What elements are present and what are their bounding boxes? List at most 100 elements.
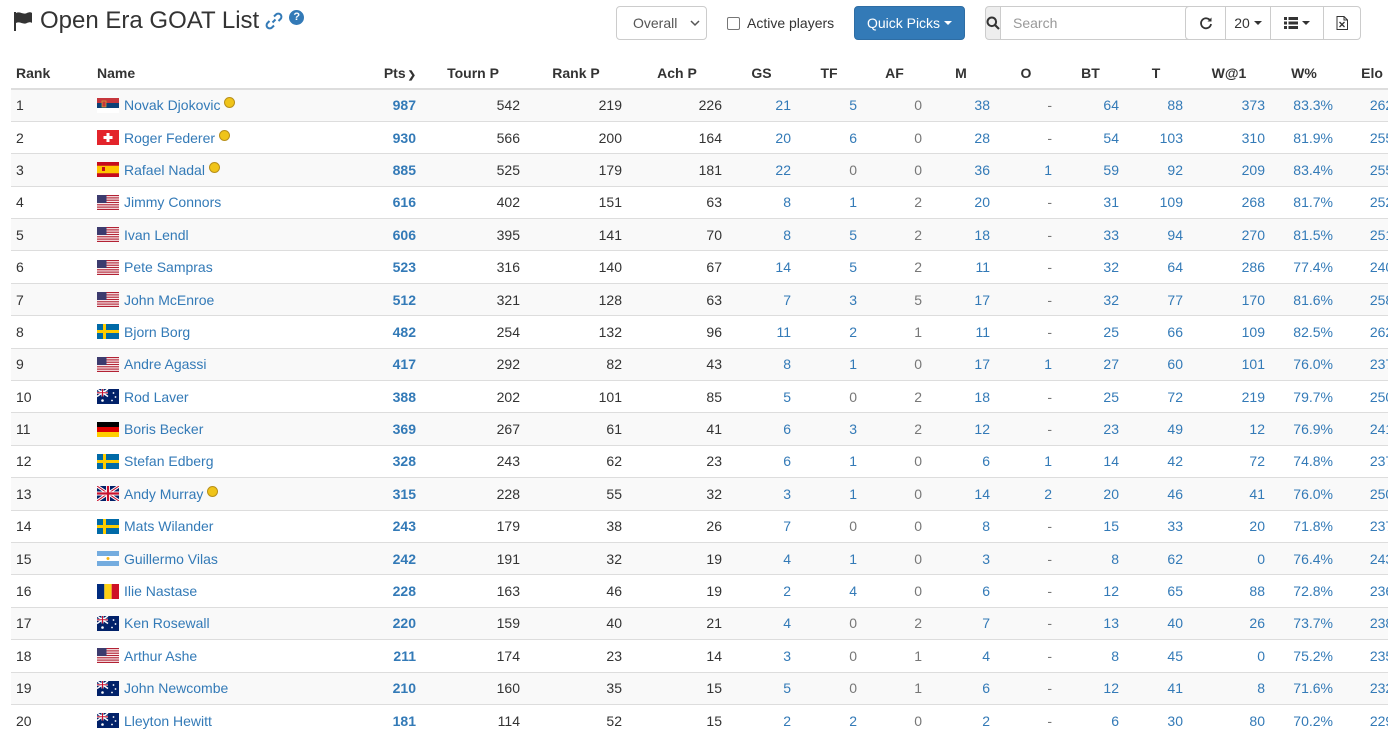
pts-cell[interactable]: 987: [314, 88, 421, 122]
gs-cell[interactable]: 22: [727, 153, 796, 187]
tf-cell[interactable]: 1: [796, 444, 862, 478]
m-cell[interactable]: 8: [927, 509, 995, 543]
win-pct-cell[interactable]: 82.5%: [1270, 315, 1338, 349]
o-cell[interactable]: 1: [995, 347, 1057, 381]
tf-cell[interactable]: 3: [796, 412, 862, 446]
player-name-link[interactable]: Rafael Nadal: [124, 161, 205, 178]
w-at-1-cell[interactable]: 270: [1188, 218, 1270, 251]
win-pct-cell[interactable]: 72.8%: [1270, 574, 1338, 608]
bt-cell[interactable]: 32: [1057, 250, 1124, 284]
tf-cell[interactable]: 5: [796, 218, 862, 251]
w-at-1-cell[interactable]: 109: [1188, 315, 1270, 349]
win-pct-cell[interactable]: 71.6%: [1270, 671, 1338, 705]
elo-cell[interactable]: 2550: [1338, 120, 1388, 154]
gs-cell[interactable]: 2: [727, 703, 796, 737]
m-cell[interactable]: 2: [927, 703, 995, 737]
elo-cell[interactable]: 2552: [1338, 153, 1388, 187]
w-at-1-cell[interactable]: 0: [1188, 541, 1270, 575]
pts-cell[interactable]: 369: [314, 412, 421, 446]
t-cell[interactable]: 45: [1124, 639, 1188, 673]
tf-cell[interactable]: 3: [796, 282, 862, 316]
elo-cell[interactable]: 2354: [1338, 639, 1388, 673]
w-at-1-cell[interactable]: 286: [1188, 250, 1270, 284]
m-cell[interactable]: 7: [927, 606, 995, 640]
tf-cell[interactable]: 1: [796, 347, 862, 381]
elo-cell[interactable]: 2407: [1338, 250, 1388, 284]
active-players-checkbox[interactable]: [727, 16, 740, 30]
t-cell[interactable]: 77: [1124, 282, 1188, 316]
w-at-1-cell[interactable]: 12: [1188, 412, 1270, 446]
t-cell[interactable]: 40: [1124, 606, 1188, 640]
m-cell[interactable]: 18: [927, 218, 995, 251]
gs-cell[interactable]: 3: [727, 639, 796, 673]
gs-cell[interactable]: 4: [727, 541, 796, 575]
bt-cell[interactable]: 64: [1057, 88, 1124, 122]
t-cell[interactable]: 72: [1124, 380, 1188, 413]
column-header-win-pct[interactable]: W%: [1270, 57, 1338, 90]
w-at-1-cell[interactable]: 170: [1188, 282, 1270, 316]
win-pct-cell[interactable]: 76.0%: [1270, 347, 1338, 381]
gs-cell[interactable]: 7: [727, 282, 796, 316]
page-size-dropdown[interactable]: 20: [1225, 6, 1271, 40]
w-at-1-cell[interactable]: 219: [1188, 380, 1270, 413]
m-cell[interactable]: 14: [927, 477, 995, 511]
tf-cell[interactable]: 2: [796, 703, 862, 737]
elo-cell[interactable]: 2500: [1338, 477, 1388, 511]
o-cell[interactable]: 1: [995, 153, 1057, 187]
bt-cell[interactable]: 14: [1057, 444, 1124, 478]
t-cell[interactable]: 88: [1124, 88, 1188, 122]
m-cell[interactable]: 18: [927, 380, 995, 413]
columns-dropdown[interactable]: [1270, 6, 1324, 40]
tf-cell[interactable]: 5: [796, 250, 862, 284]
t-cell[interactable]: 103: [1124, 120, 1188, 154]
bt-cell[interactable]: 25: [1057, 380, 1124, 413]
m-cell[interactable]: 17: [927, 282, 995, 316]
t-cell[interactable]: 49: [1124, 412, 1188, 446]
pts-cell[interactable]: 512: [314, 282, 421, 316]
w-at-1-cell[interactable]: 209: [1188, 153, 1270, 187]
active-players-toggle[interactable]: Active players: [727, 6, 834, 40]
elo-cell[interactable]: 2622: [1338, 315, 1388, 349]
win-pct-cell[interactable]: 83.3%: [1270, 88, 1338, 122]
bt-cell[interactable]: 27: [1057, 347, 1124, 381]
column-header-w-at-1[interactable]: W@1: [1188, 57, 1270, 90]
bt-cell[interactable]: 33: [1057, 218, 1124, 251]
m-cell[interactable]: 4: [927, 639, 995, 673]
w-at-1-cell[interactable]: 373: [1188, 88, 1270, 122]
column-header-rank[interactable]: Rank: [11, 57, 92, 90]
gs-cell[interactable]: 5: [727, 380, 796, 413]
m-cell[interactable]: 6: [927, 444, 995, 478]
column-header-m[interactable]: M: [927, 57, 995, 90]
pts-cell[interactable]: 930: [314, 120, 421, 154]
gs-cell[interactable]: 3: [727, 477, 796, 511]
t-cell[interactable]: 65: [1124, 574, 1188, 608]
elo-cell[interactable]: 2629: [1338, 88, 1388, 122]
bt-cell[interactable]: 6: [1057, 703, 1124, 737]
player-name-link[interactable]: John Newcombe: [124, 680, 229, 697]
pts-cell[interactable]: 210: [314, 671, 421, 705]
m-cell[interactable]: 6: [927, 574, 995, 608]
pts-cell[interactable]: 228: [314, 574, 421, 608]
column-header-name[interactable]: Name: [92, 57, 314, 90]
pts-cell[interactable]: 315: [314, 477, 421, 511]
m-cell[interactable]: 12: [927, 412, 995, 446]
t-cell[interactable]: 62: [1124, 541, 1188, 575]
w-at-1-cell[interactable]: 20: [1188, 509, 1270, 543]
column-header-o[interactable]: O: [995, 57, 1057, 90]
pts-cell[interactable]: 523: [314, 250, 421, 284]
w-at-1-cell[interactable]: 101: [1188, 347, 1270, 381]
pts-cell[interactable]: 328: [314, 444, 421, 478]
w-at-1-cell[interactable]: 0: [1188, 639, 1270, 673]
player-name-link[interactable]: Lleyton Hewitt: [124, 712, 212, 729]
tf-cell[interactable]: 2: [796, 315, 862, 349]
elo-cell[interactable]: 2388: [1338, 606, 1388, 640]
win-pct-cell[interactable]: 74.8%: [1270, 444, 1338, 478]
pts-cell[interactable]: 243: [314, 509, 421, 543]
tf-cell[interactable]: 4: [796, 574, 862, 608]
elo-cell[interactable]: 2518: [1338, 218, 1388, 251]
export-button[interactable]: [1323, 6, 1361, 40]
column-header-bt[interactable]: BT: [1057, 57, 1124, 90]
refresh-button[interactable]: [1185, 6, 1226, 40]
column-header-af[interactable]: AF: [862, 57, 927, 90]
elo-cell[interactable]: 2363: [1338, 574, 1388, 608]
